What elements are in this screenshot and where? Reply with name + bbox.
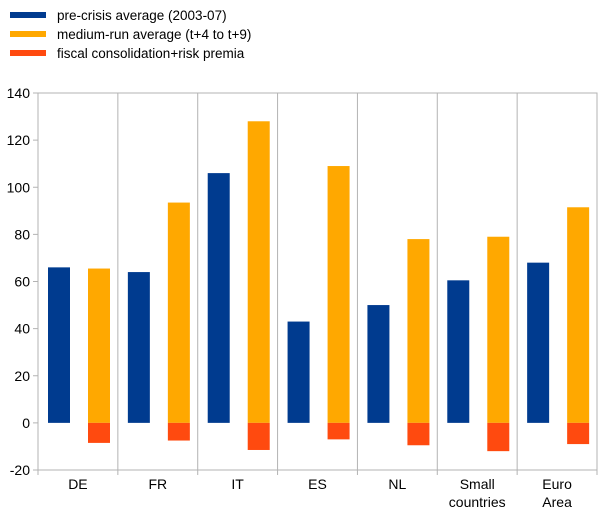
x-tick-label: DE: [68, 476, 87, 492]
y-tick-label: 100: [7, 179, 31, 195]
bar: [567, 207, 590, 423]
legend-label: fiscal consolidation+risk premia: [57, 46, 245, 61]
legend-swatch: [10, 12, 46, 18]
y-tick-label: -20: [10, 462, 30, 478]
bar: [167, 422, 190, 441]
y-tick-label: 140: [7, 85, 31, 101]
y-tick-label: 20: [14, 368, 30, 384]
legend-label: medium-run average (t+4 to t+9): [57, 27, 251, 42]
x-axis-tick-labels: DE FR IT ES NL Small countries Euro Area: [68, 476, 572, 510]
legend: pre-crisis average (2003-07) medium-run a…: [10, 8, 251, 61]
x-tick-label: IT: [231, 476, 244, 492]
x-tick-label: countries: [449, 494, 506, 510]
bar: [247, 121, 270, 423]
y-axis-tick-labels: -20 0 20 40 60 80 100 120 140: [7, 85, 31, 478]
legend-label: pre-crisis average (2003-07): [57, 8, 227, 23]
bar: [447, 280, 470, 423]
bar: [247, 422, 270, 450]
bar: [487, 422, 510, 452]
bars: [48, 121, 590, 452]
bar: [327, 166, 350, 423]
bar: [88, 268, 110, 423]
x-tick-label: Area: [542, 494, 572, 510]
bar: [367, 305, 390, 423]
bar: [407, 239, 430, 423]
y-tick-label: 80: [14, 226, 30, 242]
x-tick-label: Small: [460, 476, 495, 492]
bar: [127, 272, 150, 423]
bar: [48, 267, 70, 423]
y-tick-label: 120: [7, 132, 31, 148]
bar: [287, 321, 310, 423]
bar: [327, 422, 350, 440]
bar: [567, 422, 590, 445]
bar: [407, 422, 430, 446]
bar: [527, 262, 550, 423]
x-tick-label: FR: [148, 476, 167, 492]
legend-swatch: [10, 31, 46, 37]
bar: [207, 173, 230, 423]
plot-frame: [37, 92, 598, 471]
y-tick-label: 40: [14, 321, 30, 337]
x-tick-label: NL: [388, 476, 406, 492]
legend-swatch: [10, 50, 46, 56]
y-tick-label: 0: [22, 415, 30, 431]
bar: [487, 236, 510, 423]
x-tick-label: Euro: [542, 476, 572, 492]
bar: [167, 202, 190, 423]
x-tick-label: ES: [308, 476, 327, 492]
grid-lines: [117, 93, 518, 470]
axes: [33, 92, 598, 475]
y-tick-label: 60: [14, 274, 30, 290]
bar: [88, 422, 110, 443]
